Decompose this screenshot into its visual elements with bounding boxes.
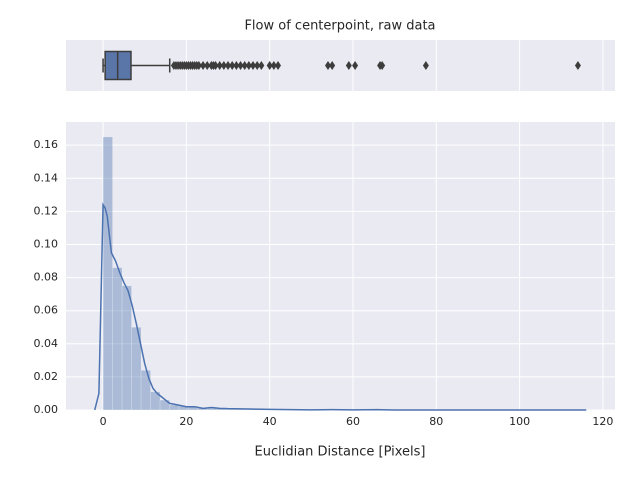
x-tick-label: 100 [509,415,530,428]
x-axis-label: Euclidian Distance [Pixels] [255,445,426,460]
outlier [204,61,211,70]
y-tick-label: 0.06 [34,304,59,317]
x-tick-label: 120 [592,415,613,428]
hist-bar [112,267,123,411]
outlier [216,61,223,70]
y-tick-label: 0.08 [34,271,59,284]
outlier [266,61,273,70]
outlier [352,61,359,70]
x-tick-label: 0 [100,415,107,428]
y-tick-label: 0.10 [34,237,59,250]
outlier [225,61,232,70]
kde-line [94,202,587,411]
outlier [200,61,207,70]
outlier [220,61,227,70]
outlier [574,61,581,70]
outlier [212,61,219,70]
outlier [422,61,429,70]
outlier [329,61,336,70]
outlier [379,61,386,70]
x-tick-label: 80 [429,415,443,428]
x-tick-label: 60 [346,415,360,428]
outlier [254,61,261,70]
y-tick-label: 0.00 [34,403,59,416]
outlier [258,61,265,70]
outlier [250,61,257,70]
y-tick-label: 0.04 [34,337,59,350]
y-tick-label: 0.14 [34,171,59,184]
hist-bar [169,404,180,411]
outlier [270,61,277,70]
hist-bar [102,136,113,411]
x-tick-label: 20 [179,415,193,428]
outlier [345,61,352,70]
y-tick-label: 0.12 [34,204,59,217]
hist-bar [140,370,151,411]
outlier [325,61,332,70]
outlier [275,61,282,70]
hist-bar [131,326,142,411]
outlier [229,61,236,70]
x-tick-label: 40 [263,415,277,428]
chart-title: Flow of centerpoint, raw data [244,19,435,34]
outlier [195,61,202,70]
outlier [233,61,240,70]
outlier [237,61,244,70]
hist-axes [66,122,615,410]
outlier [241,61,248,70]
y-tick-label: 0.16 [34,138,59,151]
y-tick-label: 0.02 [34,370,59,383]
outlier [245,61,252,70]
hist-bar [121,285,132,411]
